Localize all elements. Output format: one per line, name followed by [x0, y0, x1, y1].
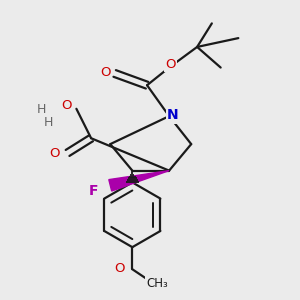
Text: O: O: [114, 262, 124, 275]
Text: CH₃: CH₃: [146, 277, 168, 290]
Text: O: O: [49, 147, 60, 160]
Text: H: H: [44, 116, 53, 128]
Text: O: O: [100, 66, 110, 80]
Text: N: N: [167, 108, 179, 122]
Text: O: O: [165, 58, 176, 70]
Polygon shape: [109, 171, 169, 191]
Text: H: H: [37, 103, 46, 116]
Text: F: F: [89, 184, 98, 198]
Text: O: O: [61, 99, 71, 112]
